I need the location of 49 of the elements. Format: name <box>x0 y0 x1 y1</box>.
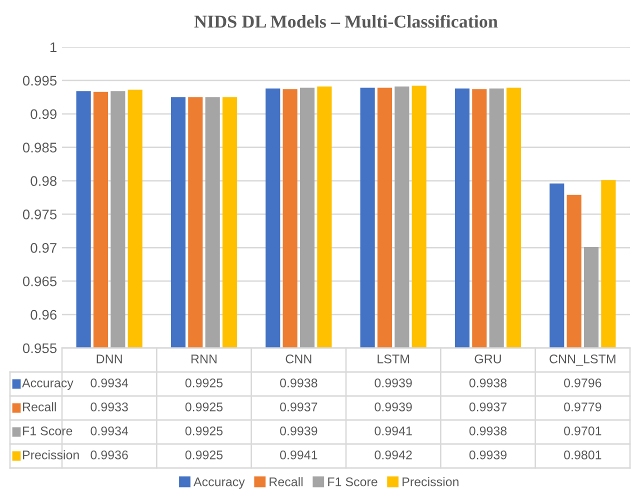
y-tick-label: 0.975 <box>22 210 57 220</box>
data-label: 0.9942 <box>374 450 412 460</box>
y-tick-label: 0.97 <box>30 243 56 253</box>
data-label: 0.9933 <box>90 402 128 412</box>
data-label: 0.9941 <box>280 450 318 460</box>
x-tick-label: GRU <box>474 354 501 364</box>
text: Recall <box>23 402 56 412</box>
legend-label: Recall <box>270 477 303 486</box>
y-tick-label: 0.955 <box>22 343 57 354</box>
legend-label: Precission <box>402 477 458 486</box>
chart-title: NIDS DL Models – Multi-Classification <box>194 14 498 28</box>
data-label: 0.9801 <box>564 450 602 460</box>
data-label: 0.9936 <box>90 450 128 460</box>
y-tick-label: 0.965 <box>22 276 57 286</box>
data-label: 0.9937 <box>469 402 506 412</box>
data-label: 0.9779 <box>564 402 602 412</box>
legend-label: Accuracy <box>194 478 245 489</box>
data-label: 0.9925 <box>185 450 223 460</box>
data-label: 0.9939 <box>469 450 507 460</box>
data-label: 0.9939 <box>280 426 318 436</box>
text: F1 Score <box>23 426 72 436</box>
x-tick-label: CNN <box>286 354 312 364</box>
data-label: 0.9934 <box>90 426 128 436</box>
y-tick-label: 0.99 <box>30 109 56 120</box>
data-label: 0.9939 <box>374 378 412 388</box>
data-label: 0.9796 <box>564 378 602 388</box>
data-label: 0.9937 <box>280 402 318 412</box>
x-tick-label: RNN <box>191 354 217 364</box>
data-label: 0.9934 <box>90 378 128 388</box>
y-tick-label: 0.98 <box>30 176 57 186</box>
data-label: 0.9938 <box>469 426 507 436</box>
data-label: 0.9939 <box>374 402 412 412</box>
y-tick-label: 1 <box>50 42 56 52</box>
y-tick-label: 0.995 <box>22 76 57 86</box>
data-label: 0.9938 <box>469 378 507 388</box>
data-label: 0.9925 <box>185 402 223 412</box>
data-label: 0.9925 <box>185 426 223 436</box>
y-tick-label: 0.985 <box>22 142 57 153</box>
y-tick-label: 0.96 <box>30 310 57 320</box>
data-label: 0.9938 <box>280 378 318 388</box>
x-tick-label: LSTM <box>378 354 409 364</box>
text: Accuracy <box>22 378 74 390</box>
data-label: 0.9925 <box>185 378 223 388</box>
data-label: 0.9701 <box>564 426 602 436</box>
x-tick-label: DNN <box>96 354 122 364</box>
text: Precission <box>23 450 79 460</box>
x-tick-label: CNN_LSTM <box>550 354 616 366</box>
legend-label: F1 Score <box>328 477 378 486</box>
data-label: 0.9941 <box>374 426 412 436</box>
